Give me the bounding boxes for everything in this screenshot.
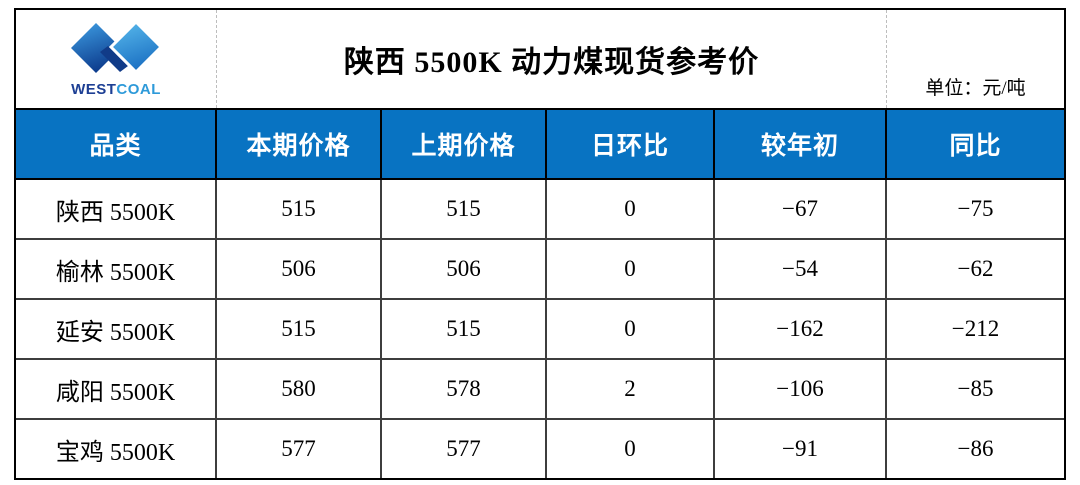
cell-category: 宝鸡 5500K bbox=[16, 420, 217, 478]
cell-previous-price: 506 bbox=[382, 240, 547, 298]
cell-daily-change: 0 bbox=[547, 240, 715, 298]
header-category: 品类 bbox=[16, 110, 217, 178]
price-table-sheet: WESTCOAL 陕西 5500K 动力煤现货参考价 单位：元/吨 品类 本期价… bbox=[14, 8, 1066, 480]
table-row: 延安 5500K 515 515 0 −162 −212 bbox=[16, 300, 1064, 360]
cell-daily-change: 2 bbox=[547, 360, 715, 418]
cell-previous-price: 515 bbox=[382, 180, 547, 238]
cell-daily-change: 0 bbox=[547, 180, 715, 238]
cell-daily-change: 0 bbox=[547, 420, 715, 478]
cell-daily-change: 0 bbox=[547, 300, 715, 358]
cell-yoy: −85 bbox=[957, 376, 994, 401]
title-cell: 陕西 5500K 动力煤现货参考价 bbox=[217, 10, 887, 108]
cell-yoy: −62 bbox=[957, 256, 994, 281]
cell-previous-price: 578 bbox=[382, 360, 547, 418]
cell-vs-year-start: −91 bbox=[715, 420, 887, 478]
cell-vs-year-start: −106 bbox=[715, 360, 887, 418]
cell-previous-price: 515 bbox=[382, 300, 547, 358]
cell-current-price: 515 bbox=[217, 300, 382, 358]
cell-category: 陕西 5500K bbox=[16, 180, 217, 238]
cell-category: 咸阳 5500K bbox=[16, 360, 217, 418]
header-current-price: 本期价格 bbox=[217, 110, 382, 178]
table-row: 咸阳 5500K 580 578 2 −106 −85 bbox=[16, 360, 1064, 420]
cell-current-price: 577 bbox=[217, 420, 382, 478]
header-daily-change: 日环比 bbox=[547, 110, 715, 178]
cell-vs-year-start: −67 bbox=[715, 180, 887, 238]
header-yoy: 同比 bbox=[949, 133, 1002, 160]
cell-yoy: −212 bbox=[951, 316, 1000, 341]
header-previous-price: 上期价格 bbox=[382, 110, 547, 178]
cell-category: 延安 5500K bbox=[16, 300, 217, 358]
cell-current-price: 580 bbox=[217, 360, 382, 418]
cell-vs-year-start: −162 bbox=[715, 300, 887, 358]
unit-label: 单位：元/吨 bbox=[925, 78, 1026, 99]
logo-wordmark: WESTCOAL bbox=[71, 82, 161, 97]
table-row: 陕西 5500K 515 515 0 −67 −75 bbox=[16, 180, 1064, 240]
page-title: 陕西 5500K 动力煤现货参考价 bbox=[343, 46, 760, 79]
westcoal-logo-icon bbox=[70, 19, 164, 79]
cell-yoy: −75 bbox=[957, 196, 994, 221]
banner: WESTCOAL 陕西 5500K 动力煤现货参考价 单位：元/吨 bbox=[16, 10, 1064, 108]
logo-word-west: WEST bbox=[71, 80, 117, 98]
cell-previous-price: 577 bbox=[382, 420, 547, 478]
cell-vs-year-start: −54 bbox=[715, 240, 887, 298]
logo-word-coal: COAL bbox=[116, 80, 161, 98]
cell-category: 榆林 5500K bbox=[16, 240, 217, 298]
header-vs-year-start: 较年初 bbox=[715, 110, 887, 178]
westcoal-logo: WESTCOAL bbox=[70, 19, 164, 97]
table-row: 宝鸡 5500K 577 577 0 −91 −86 bbox=[16, 420, 1064, 478]
logo-cell: WESTCOAL bbox=[16, 10, 217, 108]
cell-current-price: 506 bbox=[217, 240, 382, 298]
cell-yoy: −86 bbox=[957, 436, 994, 461]
table-header-row: 品类 本期价格 上期价格 日环比 较年初 同比 bbox=[16, 108, 1064, 180]
unit-cell: 单位：元/吨 bbox=[887, 10, 1064, 108]
cell-current-price: 515 bbox=[217, 180, 382, 238]
table-row: 榆林 5500K 506 506 0 −54 −62 bbox=[16, 240, 1064, 300]
